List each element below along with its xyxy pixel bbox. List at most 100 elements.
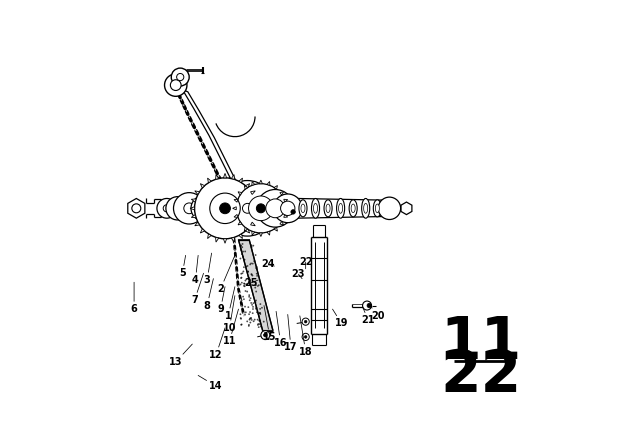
Text: 8: 8 (204, 279, 213, 310)
Text: 14: 14 (198, 375, 223, 391)
Text: 24: 24 (262, 259, 275, 269)
Circle shape (273, 194, 302, 223)
Ellipse shape (349, 200, 357, 217)
Circle shape (241, 282, 243, 284)
Polygon shape (252, 231, 255, 235)
Polygon shape (195, 222, 200, 226)
Circle shape (157, 198, 177, 218)
Polygon shape (284, 199, 288, 202)
Circle shape (259, 312, 260, 314)
Polygon shape (234, 215, 238, 217)
Text: 7: 7 (191, 273, 204, 305)
Text: 4: 4 (192, 255, 199, 285)
Ellipse shape (312, 198, 319, 218)
Polygon shape (401, 202, 412, 215)
Circle shape (291, 210, 296, 214)
Text: 2: 2 (217, 255, 235, 294)
Circle shape (259, 312, 260, 314)
Circle shape (255, 308, 257, 310)
Circle shape (253, 245, 254, 246)
Circle shape (253, 260, 255, 262)
Circle shape (255, 306, 257, 308)
Text: 13: 13 (169, 344, 192, 367)
Circle shape (252, 308, 254, 310)
Circle shape (184, 203, 195, 214)
Circle shape (253, 320, 255, 322)
Circle shape (260, 303, 261, 305)
Circle shape (252, 304, 253, 306)
Circle shape (241, 299, 243, 301)
Circle shape (249, 282, 250, 284)
Circle shape (163, 205, 170, 212)
Text: 9: 9 (217, 287, 225, 314)
Circle shape (250, 245, 252, 246)
Circle shape (191, 196, 216, 221)
Circle shape (245, 266, 247, 267)
Polygon shape (245, 229, 250, 233)
Circle shape (199, 204, 208, 213)
Text: 12: 12 (209, 328, 225, 360)
Circle shape (243, 296, 244, 297)
Circle shape (251, 274, 252, 276)
Circle shape (210, 193, 240, 224)
Circle shape (248, 296, 250, 297)
Circle shape (240, 277, 242, 279)
Polygon shape (182, 90, 241, 196)
Ellipse shape (301, 204, 305, 213)
Polygon shape (274, 227, 278, 231)
Polygon shape (223, 173, 227, 178)
Polygon shape (190, 207, 195, 210)
Polygon shape (259, 180, 262, 184)
Circle shape (249, 283, 250, 284)
Circle shape (280, 201, 295, 215)
Circle shape (259, 320, 260, 322)
Ellipse shape (375, 204, 380, 213)
Polygon shape (251, 222, 255, 226)
Polygon shape (274, 185, 278, 190)
Circle shape (241, 250, 242, 251)
Text: 19: 19 (333, 309, 348, 328)
Circle shape (250, 302, 252, 304)
Circle shape (251, 246, 252, 248)
Circle shape (250, 297, 252, 299)
Circle shape (258, 315, 260, 317)
Circle shape (256, 273, 257, 275)
Circle shape (255, 302, 256, 303)
Polygon shape (284, 215, 288, 217)
Circle shape (252, 275, 253, 276)
Circle shape (246, 265, 248, 267)
Circle shape (239, 284, 241, 285)
Circle shape (241, 303, 243, 305)
Text: 23: 23 (292, 269, 305, 279)
Circle shape (249, 318, 251, 319)
Circle shape (255, 300, 257, 301)
Circle shape (256, 311, 258, 313)
Text: 6: 6 (131, 282, 138, 314)
Circle shape (241, 273, 242, 275)
Circle shape (244, 306, 246, 307)
Circle shape (251, 319, 253, 321)
Circle shape (241, 246, 243, 248)
Text: 5: 5 (179, 255, 186, 278)
Polygon shape (245, 184, 250, 188)
Circle shape (170, 80, 181, 90)
Circle shape (255, 291, 257, 293)
Polygon shape (216, 175, 219, 179)
Polygon shape (239, 178, 243, 183)
Circle shape (244, 280, 246, 281)
Circle shape (244, 283, 245, 284)
Polygon shape (234, 199, 238, 202)
Circle shape (261, 331, 270, 340)
Circle shape (250, 263, 252, 264)
Polygon shape (254, 199, 259, 202)
Circle shape (250, 263, 251, 265)
Circle shape (220, 181, 275, 236)
Circle shape (243, 251, 244, 252)
Circle shape (132, 204, 141, 213)
Polygon shape (191, 215, 196, 218)
Circle shape (259, 308, 261, 310)
Text: 18: 18 (299, 316, 312, 357)
Circle shape (177, 73, 184, 81)
Circle shape (253, 281, 255, 283)
Polygon shape (216, 237, 219, 242)
